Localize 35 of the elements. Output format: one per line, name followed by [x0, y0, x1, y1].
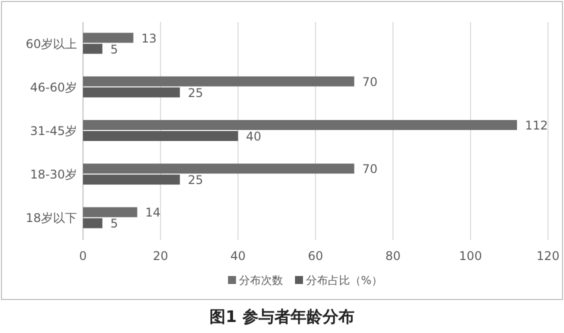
- x-tick-label: 80: [385, 249, 401, 263]
- data-label: 13: [141, 31, 157, 46]
- x-tick-label: 100: [459, 249, 482, 263]
- data-label: 112: [525, 118, 548, 132]
- data-label: 5: [110, 42, 118, 56]
- data-label: 5: [110, 216, 118, 231]
- bar: [83, 207, 138, 218]
- x-tick-label: 120: [536, 249, 560, 263]
- text: 图1 参与者年龄分布: [210, 307, 354, 326]
- bar: [83, 44, 102, 54]
- bar: [83, 164, 354, 174]
- data-label: 70: [362, 162, 378, 176]
- x-tick-label: 40: [230, 249, 246, 263]
- bar: [83, 174, 180, 185]
- legend-label: 分布占比（%）: [306, 274, 382, 287]
- x-tick-label: 60: [308, 249, 324, 263]
- legend-label: 分布次数: [239, 274, 283, 287]
- data-label: 25: [188, 86, 204, 100]
- data-label: 25: [188, 173, 204, 188]
- bar: [83, 87, 180, 98]
- y-tick-label: 46-60岁: [30, 80, 77, 94]
- data-label: 14: [145, 206, 161, 220]
- y-tick-label: 18-30岁: [30, 168, 77, 182]
- bar: [83, 120, 517, 130]
- bar: [83, 32, 134, 43]
- x-tick-label: 20: [152, 249, 168, 263]
- data-label: 70: [362, 74, 378, 89]
- data-label: 40: [246, 130, 262, 144]
- y-tick-label: 31-45岁: [30, 124, 77, 138]
- x-tick-label: 0: [79, 249, 87, 263]
- bar: [83, 76, 354, 86]
- bar: [83, 218, 102, 228]
- bar: [83, 131, 238, 141]
- y-tick-label: 18岁以下: [26, 211, 77, 226]
- y-tick-label: 60岁以上: [26, 36, 77, 51]
